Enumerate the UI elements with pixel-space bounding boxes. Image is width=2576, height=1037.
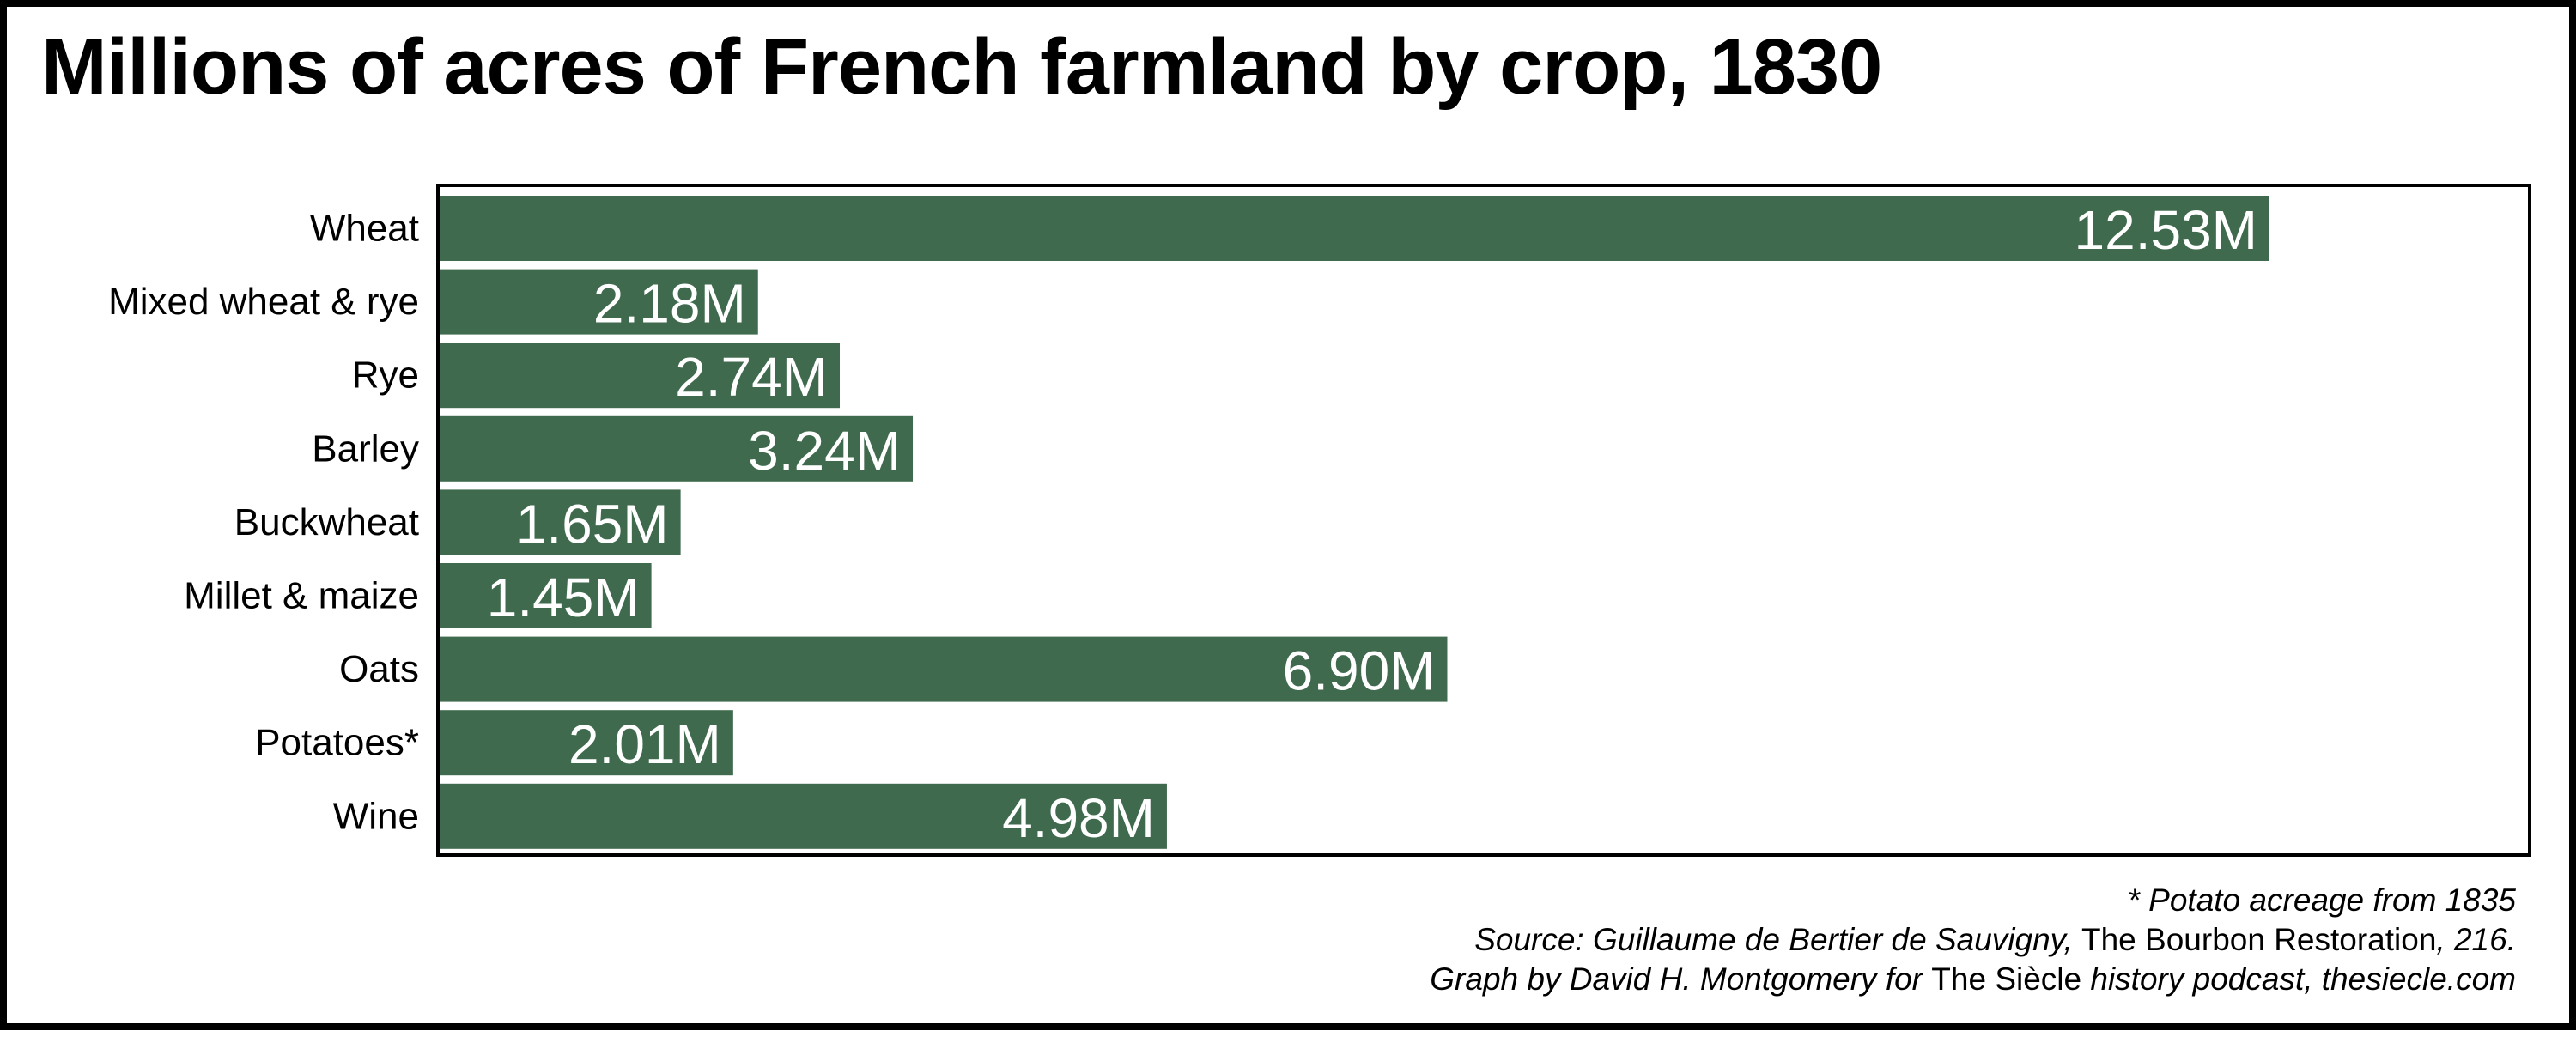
source-prefix: Source: Guillaume de Bertier de Sauvigny…	[1474, 922, 2081, 957]
bar	[440, 269, 758, 335]
source-line: Source: Guillaume de Bertier de Sauvigny…	[1430, 920, 2516, 960]
bar-value-label: 2.18M	[593, 273, 746, 335]
credit-suffix: history podcast, thesiecle.com	[2081, 961, 2516, 997]
source-suffix: , 216.	[2436, 922, 2516, 957]
footnote: * Potato acreage from 1835	[2127, 882, 2516, 918]
credit-podcast-name: The Siècle	[1931, 961, 2082, 997]
bar	[440, 489, 681, 555]
bar-value-label: 3.24M	[748, 420, 901, 482]
bars-group: Wheat 12.53M Mixed wheat & rye 2.18M Rye 2.74…	[108, 196, 2269, 849]
bar-value-label: 2.01M	[568, 713, 721, 775]
category-label: Buckwheat	[234, 501, 419, 543]
bar-value-label: 6.90M	[1283, 640, 1436, 702]
bar-chart: Wheat 12.53M Mixed wheat & rye 2.18M Rye 2.74…	[108, 184, 2531, 857]
bar-value-label: 1.45M	[487, 567, 640, 628]
category-label: Wine	[333, 795, 419, 837]
category-label: Rye	[352, 355, 419, 397]
bar	[440, 636, 1448, 702]
category-label: Oats	[339, 648, 419, 690]
bar	[440, 196, 2269, 261]
category-label: Millet & maize	[184, 575, 419, 617]
bar-value-label: 2.74M	[675, 346, 828, 408]
category-label: Barley	[312, 428, 419, 470]
chart-title: Millions of acres of French farmland by …	[41, 23, 1882, 111]
category-label: Potatoes*	[255, 722, 419, 764]
bar	[440, 343, 840, 409]
bar-value-label: 12.53M	[2075, 199, 2257, 261]
credit-prefix: Graph by David H. Montgomery for	[1430, 961, 1932, 997]
bar	[440, 415, 914, 482]
source-book-title: The Bourbon Restoration	[2081, 922, 2437, 957]
bar	[440, 783, 1167, 849]
bar	[440, 563, 652, 628]
category-label: Mixed wheat & rye	[108, 281, 419, 323]
bar-value-label: 4.98M	[1002, 787, 1155, 849]
chart-notes: * Potato acreage from 1835 Source: Guill…	[1430, 881, 2516, 999]
bar-value-label: 1.65M	[516, 493, 669, 555]
bar	[440, 710, 733, 776]
credit-line: Graph by David H. Montgomery for The Siè…	[1430, 960, 2516, 999]
category-label: Wheat	[310, 208, 419, 250]
plot-area-border	[436, 184, 2531, 857]
